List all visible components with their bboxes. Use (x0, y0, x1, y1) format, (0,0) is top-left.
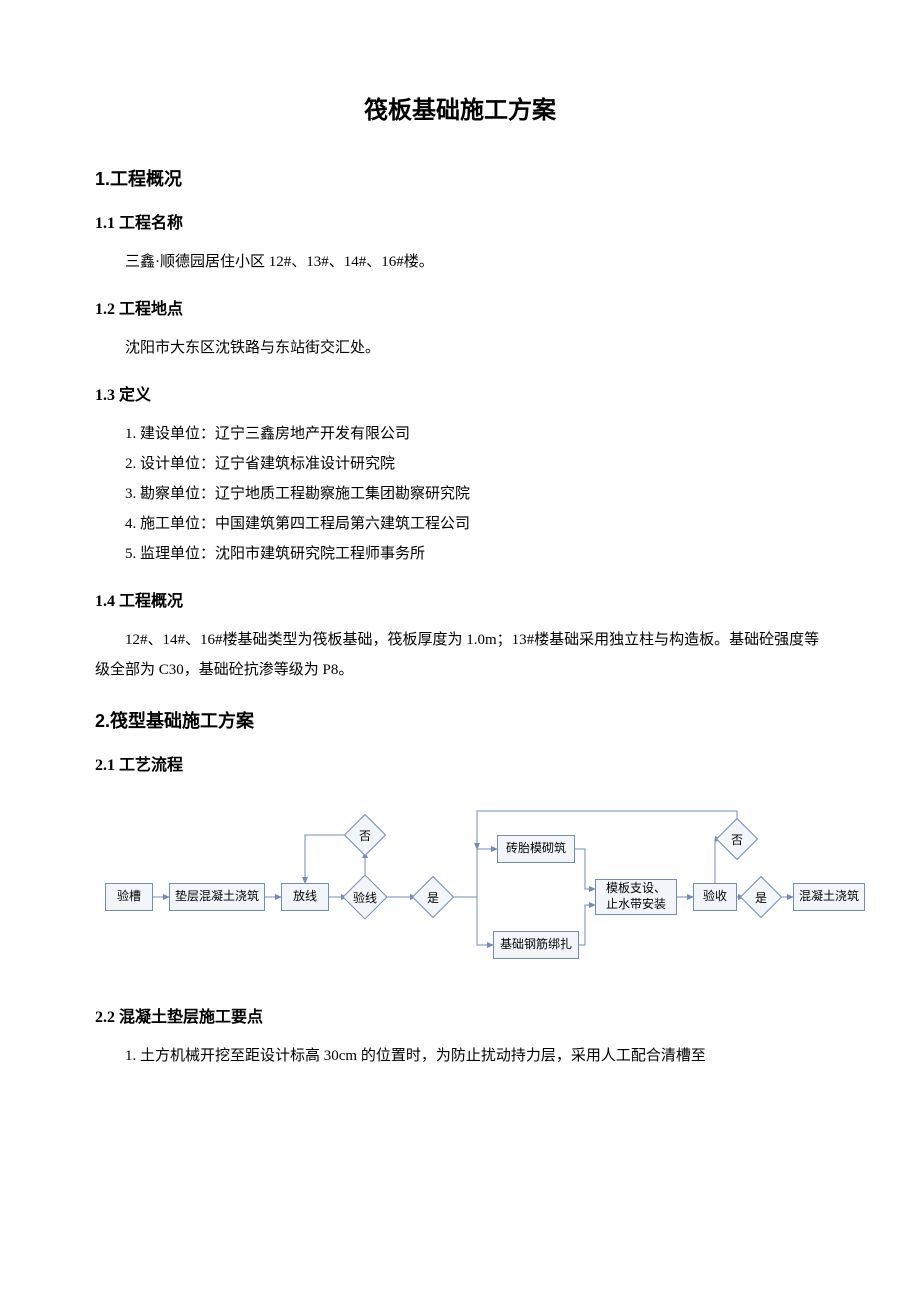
flow-node-n2: 垫层混凝土浇筑 (169, 883, 265, 911)
text-s11: 三鑫·顺德园居住小区 12#、13#、14#、16#楼。 (95, 247, 825, 277)
heading-s2: 2.筏型基础施工方案 (95, 707, 825, 733)
text-s14: 12#、14#、16#楼基础类型为筏板基础，筏板厚度为 1.0m；13#楼基础采… (95, 625, 825, 685)
flow-node-n1: 验槽 (105, 883, 153, 911)
list-item: 4. 施工单位：中国建筑第四工程局第六建筑工程公司 (95, 509, 825, 539)
flow-diamond-d10b (716, 818, 758, 860)
doc-title: 筏板基础施工方案 (95, 90, 825, 125)
flow-node-n3: 放线 (281, 883, 329, 911)
heading-s1: 1.工程概况 (95, 165, 825, 191)
heading-s11: 1.1 工程名称 (95, 209, 825, 233)
page: 筏板基础施工方案 1.工程概况 1.1 工程名称 三鑫·顺德园居住小区 12#、… (0, 0, 920, 1302)
flow-diamond-d10 (740, 876, 782, 918)
text-s22-1: 1. 土方机械开挖至距设计标高 30cm 的位置时，为防止扰动持力层，采用人工配… (95, 1041, 825, 1071)
list-item: 2. 设计单位：辽宁省建筑标准设计研究院 (95, 449, 825, 479)
list-item: 1. 建设单位：辽宁三鑫房地产开发有限公司 (95, 419, 825, 449)
flow-node-n8: 模板支设、 止水带安装 (595, 879, 677, 915)
heading-s12: 1.2 工程地点 (95, 295, 825, 319)
flow-node-n11: 混凝土浇筑 (793, 883, 865, 911)
flow-node-n9: 验收 (693, 883, 737, 911)
flow-diamond-d5 (412, 876, 454, 918)
flow-node-n6: 砖胎模砌筑 (497, 835, 575, 863)
process-flowchart: 验槽垫层混凝土浇筑放线砖胎模砌筑基础钢筋绑扎模板支设、 止水带安装验收混凝土浇筑… (85, 793, 845, 973)
flow-node-n7: 基础钢筋绑扎 (493, 931, 579, 959)
heading-s22: 2.2 混凝土垫层施工要点 (95, 1003, 825, 1027)
flow-diamond-d5b (344, 814, 386, 856)
heading-s21: 2.1 工艺流程 (95, 751, 825, 775)
heading-s13: 1.3 定义 (95, 381, 825, 405)
list-item: 3. 勘察单位：辽宁地质工程勘察施工集团勘察研究院 (95, 479, 825, 509)
flow-diamond-d4 (342, 874, 387, 919)
list-item: 5. 监理单位：沈阳市建筑研究院工程师事务所 (95, 539, 825, 569)
text-s12: 沈阳市大东区沈铁路与东站街交汇处。 (95, 333, 825, 363)
heading-s14: 1.4 工程概况 (95, 587, 825, 611)
